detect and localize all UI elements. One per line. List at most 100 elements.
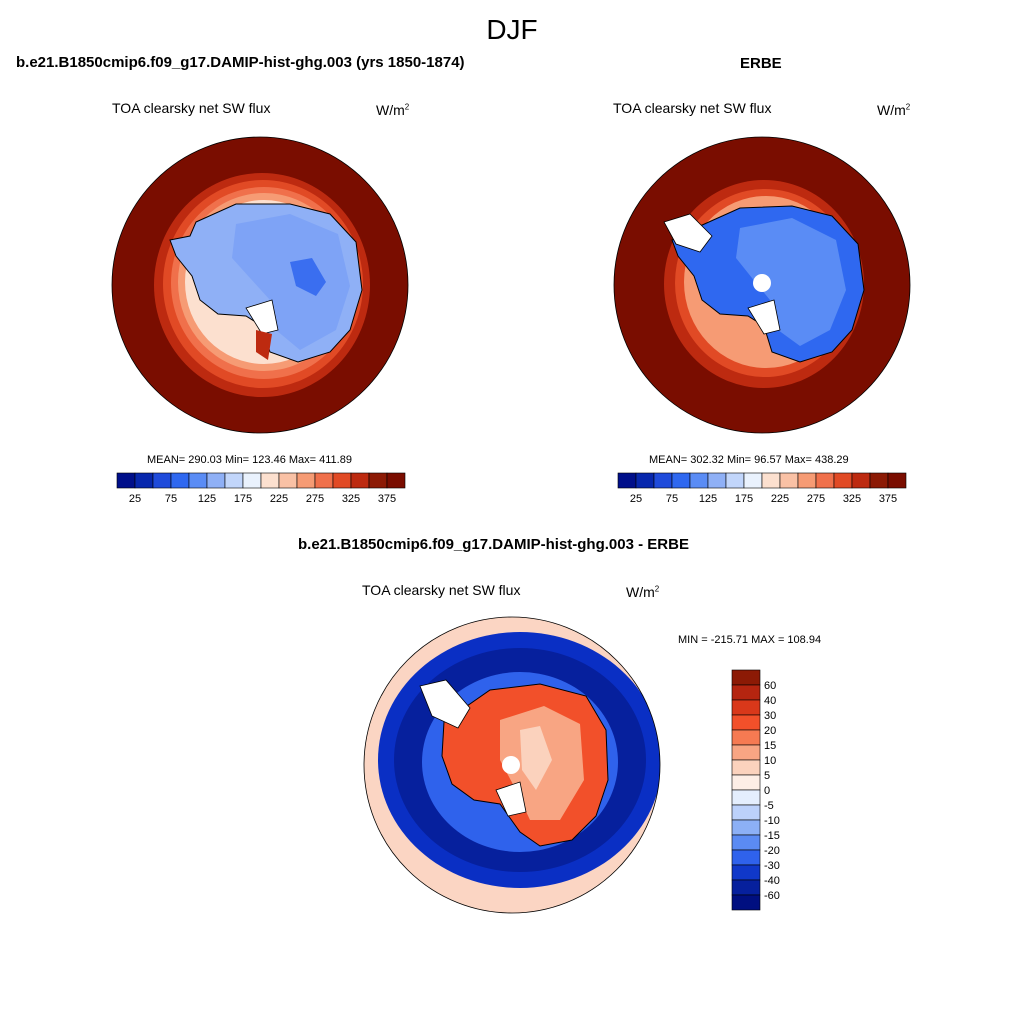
diff-colorbar-box — [731, 759, 761, 776]
model-colorbar-tick: 375 — [378, 493, 396, 505]
model-colorbar-tick: 225 — [270, 493, 288, 505]
diff-ross-ice-shelf — [495, 781, 527, 817]
obs-colorbar-tick: 125 — [699, 493, 717, 505]
diff-colorbar-box — [731, 684, 761, 701]
diff-colorbar-box — [731, 864, 761, 881]
model-panel-title: b.e21.B1850cmip6.f09_g17.DAMIP-hist-ghg.… — [16, 54, 465, 71]
obs-colorbar-box — [833, 472, 853, 489]
diff-map-border — [363, 616, 661, 914]
obs-peninsula-missing — [663, 213, 713, 253]
diff-colorbar-label: -60 — [764, 890, 780, 902]
model-colorbar-box — [350, 472, 370, 489]
obs-ross-ice-shelf — [747, 299, 781, 335]
diff-colorbar-box — [731, 819, 761, 836]
model-colorbar-box — [278, 472, 298, 489]
model-colorbar-tick: 275 — [306, 493, 324, 505]
model-ross-ice-shelf — [245, 299, 279, 335]
obs-colorbar-box — [707, 472, 727, 489]
diff-colorbar-box — [731, 744, 761, 761]
obs-colorbar-box — [653, 472, 673, 489]
diff-panel-title: b.e21.B1850cmip6.f09_g17.DAMIP-hist-ghg.… — [298, 536, 689, 553]
obs-colorbar-tick: 25 — [630, 493, 642, 505]
obs-colorbar-box — [761, 472, 781, 489]
diff-colorbar-label: -15 — [764, 830, 780, 842]
diff-colorbar-label: -20 — [764, 845, 780, 857]
model-colorbar-box — [170, 472, 190, 489]
obs-colorbar-box — [869, 472, 889, 489]
obs-colorbar-box — [797, 472, 817, 489]
diff-map — [364, 617, 660, 913]
diff-colorbar-box — [731, 804, 761, 821]
model-colorbar-box — [296, 472, 316, 489]
model-colorbar: 25 75 125 175 225 275 325 375 — [116, 472, 406, 505]
diff-variable-label: TOA clearsky net SW flux — [362, 582, 521, 598]
model-colorbar-box — [368, 472, 388, 489]
model-colorbar-tick: 75 — [165, 493, 177, 505]
obs-interior — [736, 218, 846, 346]
obs-colorbar-tick: 275 — [807, 493, 825, 505]
obs-map — [614, 137, 910, 433]
model-colorbar-tick: 325 — [342, 493, 360, 505]
obs-colorbar-box — [779, 472, 799, 489]
model-colorbar-tick: 125 — [198, 493, 216, 505]
diff-colorbar-box — [731, 714, 761, 731]
obs-colorbar-box — [887, 472, 907, 489]
obs-colorbar-box — [743, 472, 763, 489]
obs-map-border — [613, 136, 911, 434]
diff-colorbar-box — [731, 729, 761, 746]
diff-colorbar-label: -40 — [764, 875, 780, 887]
model-colorbar-box — [314, 472, 334, 489]
diff-colorbar-box — [731, 669, 761, 686]
model-colorbar-box — [332, 472, 352, 489]
obs-colorbar-box — [815, 472, 835, 489]
diff-minmax: MIN = -215.71 MAX = 108.94 — [678, 634, 822, 646]
obs-colorbar-tick: 175 — [735, 493, 753, 505]
obs-units-label: W/m2 — [877, 102, 911, 118]
obs-panel-title: ERBE — [740, 55, 782, 72]
diff-colorbar-label: -5 — [764, 800, 774, 812]
diff-colorbar-box — [731, 894, 761, 911]
diff-colorbar-label: 15 — [764, 740, 776, 752]
obs-colorbar-box — [689, 472, 709, 489]
diff-interior-light — [520, 726, 552, 790]
diff-colorbar-box — [731, 834, 761, 851]
model-map — [112, 137, 408, 433]
diff-pole-hole — [502, 756, 520, 774]
model-plateau-low — [290, 258, 326, 296]
diff-colorbar-label: 30 — [764, 710, 776, 722]
model-ross-sea-red — [256, 330, 272, 360]
obs-pole-hole — [753, 274, 771, 292]
model-units-label: W/m2 — [376, 102, 410, 118]
model-variable-label: TOA clearsky net SW flux — [112, 100, 271, 116]
model-colorbar-box — [224, 472, 244, 489]
obs-colorbar-tick: 75 — [666, 493, 678, 505]
obs-colorbar-tick: 325 — [843, 493, 861, 505]
diff-colorbar: 60 40 30 20 15 10 5 0 -5 -10 -15 -20 -30 -40 -60 — [731, 669, 780, 911]
obs-colorbar-tick: 375 — [879, 493, 897, 505]
diff-colorbar-box — [731, 879, 761, 896]
obs-colorbar-box — [851, 472, 871, 489]
model-colorbar-box — [386, 472, 406, 489]
model-colorbar-box — [188, 472, 208, 489]
diff-colorbar-box — [731, 789, 761, 806]
model-colorbar-box — [152, 472, 172, 489]
obs-colorbar-box — [725, 472, 745, 489]
obs-colorbar-box — [635, 472, 655, 489]
model-stats: MEAN= 290.03 Min= 123.46 Max= 411.89 — [147, 454, 352, 466]
diff-colorbar-box — [731, 699, 761, 716]
obs-colorbar: 25 75 125 175 225 275 325 375 — [617, 472, 907, 505]
model-map-border — [111, 136, 409, 434]
diff-colorbar-label: 20 — [764, 725, 776, 737]
diff-colorbar-label: 60 — [764, 680, 776, 692]
diff-colorbar-box — [731, 849, 761, 866]
model-colorbar-tick: 175 — [234, 493, 252, 505]
diff-colorbar-label: -10 — [764, 815, 780, 827]
model-colorbar-box — [242, 472, 262, 489]
obs-variable-label: TOA clearsky net SW flux — [613, 100, 772, 116]
diff-colorbar-label: 40 — [764, 695, 776, 707]
model-colorbar-box — [116, 472, 136, 489]
model-interior — [232, 214, 350, 350]
obs-stats: MEAN= 302.32 Min= 96.57 Max= 438.29 — [649, 454, 849, 466]
diff-colorbar-label: 5 — [764, 770, 770, 782]
